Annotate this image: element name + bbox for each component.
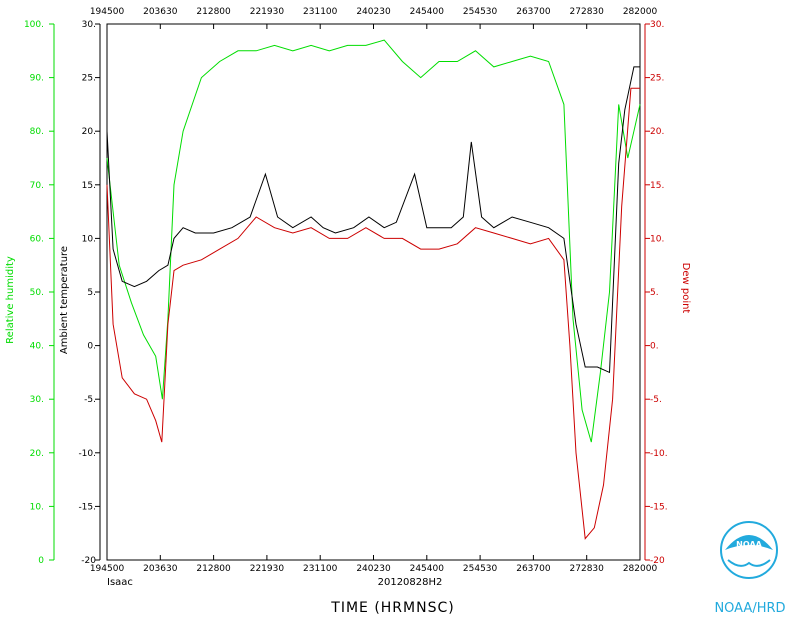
x-bottom-tick-label: 240230 [356, 564, 391, 574]
noaa-bird-icon [725, 535, 773, 550]
temp-tick-label: -10. [78, 449, 96, 459]
x-bottom-tick-label: 203630 [143, 564, 178, 574]
noaa-emblem-icon [720, 521, 778, 579]
series-dew-point [106, 87, 640, 540]
rh-axis-title: Relative humidity [5, 256, 16, 344]
dew-tick-label: -5. [650, 395, 662, 405]
x-bottom-tick-label: 231100 [303, 564, 338, 574]
dew-point-axis: -20 -15. -10. -5. 0. 5. 10. 15. 20. 25. 30. [645, 20, 668, 566]
dew-tick-label: 25. [650, 74, 664, 84]
temp-tick-label: 15. [82, 181, 96, 191]
dew-tick-label: 20. [650, 127, 664, 137]
x-axis-top: 194500 203630 212800 221930 231100 240230 2454… [90, 7, 658, 29]
x-top-tick-label: 254530 [463, 7, 498, 17]
temp-tick-label: -5. [84, 395, 96, 405]
x-top-tick-label: 231100 [303, 7, 338, 17]
x-top-tick-label: 221930 [250, 7, 285, 17]
plot-area [106, 39, 641, 540]
x-bottom-tick-label: 254530 [463, 564, 498, 574]
ambient-temperature-axis: -20 -15. -10. -5. 0. 5. 10. 15. 20. 25. 30. [78, 20, 100, 566]
x-bottom-tick-label: 194500 [90, 564, 125, 574]
rh-tick-label: 60. [30, 234, 44, 244]
rh-tick-label: 90. [30, 74, 44, 84]
temp-tick-label: 30. [82, 20, 96, 30]
storm-name: Isaac [107, 577, 133, 588]
rh-tick-label: 100. [24, 20, 44, 30]
x-top-tick-label: 212800 [196, 7, 231, 17]
temp-tick-label: 0. [87, 342, 96, 352]
temp-tick-label: 20. [82, 127, 96, 137]
x-top-tick-label: 245400 [410, 7, 445, 17]
dew-axis-title: Dew point [680, 263, 691, 314]
temp-tick-label: -15. [78, 502, 96, 512]
x-bottom-tick-label: 282000 [623, 564, 658, 574]
dew-tick-label: -15. [650, 502, 668, 512]
noaa-emblem-text: NOAA [736, 540, 762, 549]
x-top-tick-label: 272830 [570, 7, 605, 17]
noaa-wave-icon [727, 559, 771, 567]
dew-tick-label: -10. [650, 449, 668, 459]
x-bottom-tick-label: 212800 [196, 564, 231, 574]
rh-tick-label: 10. [30, 502, 44, 512]
x-top-tick-label: 263700 [516, 7, 551, 17]
x-top-tick-label: 203630 [143, 7, 178, 17]
x-bottom-tick-label: 221930 [250, 564, 285, 574]
temp-tick-label: 5. [87, 288, 96, 298]
series-relative-humidity [106, 39, 641, 443]
rh-tick-label: 80. [30, 127, 44, 137]
rh-tick-label: 20. [30, 449, 44, 459]
rh-tick-label: 0 [38, 556, 44, 566]
rh-tick-label: 40. [30, 342, 44, 352]
dew-tick-label: 15. [650, 181, 664, 191]
flight-id: 20120828H2 [378, 577, 443, 588]
x-axis-title: TIME (HRMNSC) [330, 600, 454, 616]
x-axis-bottom: 194500 203630 212800 221930 231100 240230 2454… [90, 555, 658, 574]
rh-tick-label: 50. [30, 288, 44, 298]
dew-tick-label: 5. [650, 288, 659, 298]
rh-tick-label: 70. [30, 181, 44, 191]
x-top-tick-label: 282000 [623, 7, 658, 17]
x-top-tick-label: 194500 [90, 7, 125, 17]
dew-tick-label: 10. [650, 234, 664, 244]
rh-tick-label: 30. [30, 395, 44, 405]
x-bottom-tick-label: 263700 [516, 564, 551, 574]
temp-axis-title: Ambient temperature [59, 246, 70, 354]
temp-tick-label: 10. [82, 234, 96, 244]
x-top-tick-label: 240230 [356, 7, 391, 17]
temp-tick-label: -20 [81, 556, 96, 566]
dew-tick-label: 0. [650, 342, 659, 352]
noaa-caption: NOAA/HRD [714, 601, 785, 616]
dew-tick-label: -20 [650, 556, 665, 566]
x-bottom-tick-label: 245400 [410, 564, 445, 574]
dew-tick-label: 30. [650, 20, 664, 30]
relative-humidity-axis: 0 10. 20. 30. 40. 50. 60. 70. 80. 90. 100. [24, 20, 54, 566]
plot-frame [106, 23, 641, 561]
series-ambient-temperature [106, 66, 640, 374]
x-bottom-tick-label: 272830 [570, 564, 605, 574]
noaa-logo: NOAA NOAA/HRD [714, 521, 786, 616]
temp-tick-label: 25. [82, 74, 96, 84]
